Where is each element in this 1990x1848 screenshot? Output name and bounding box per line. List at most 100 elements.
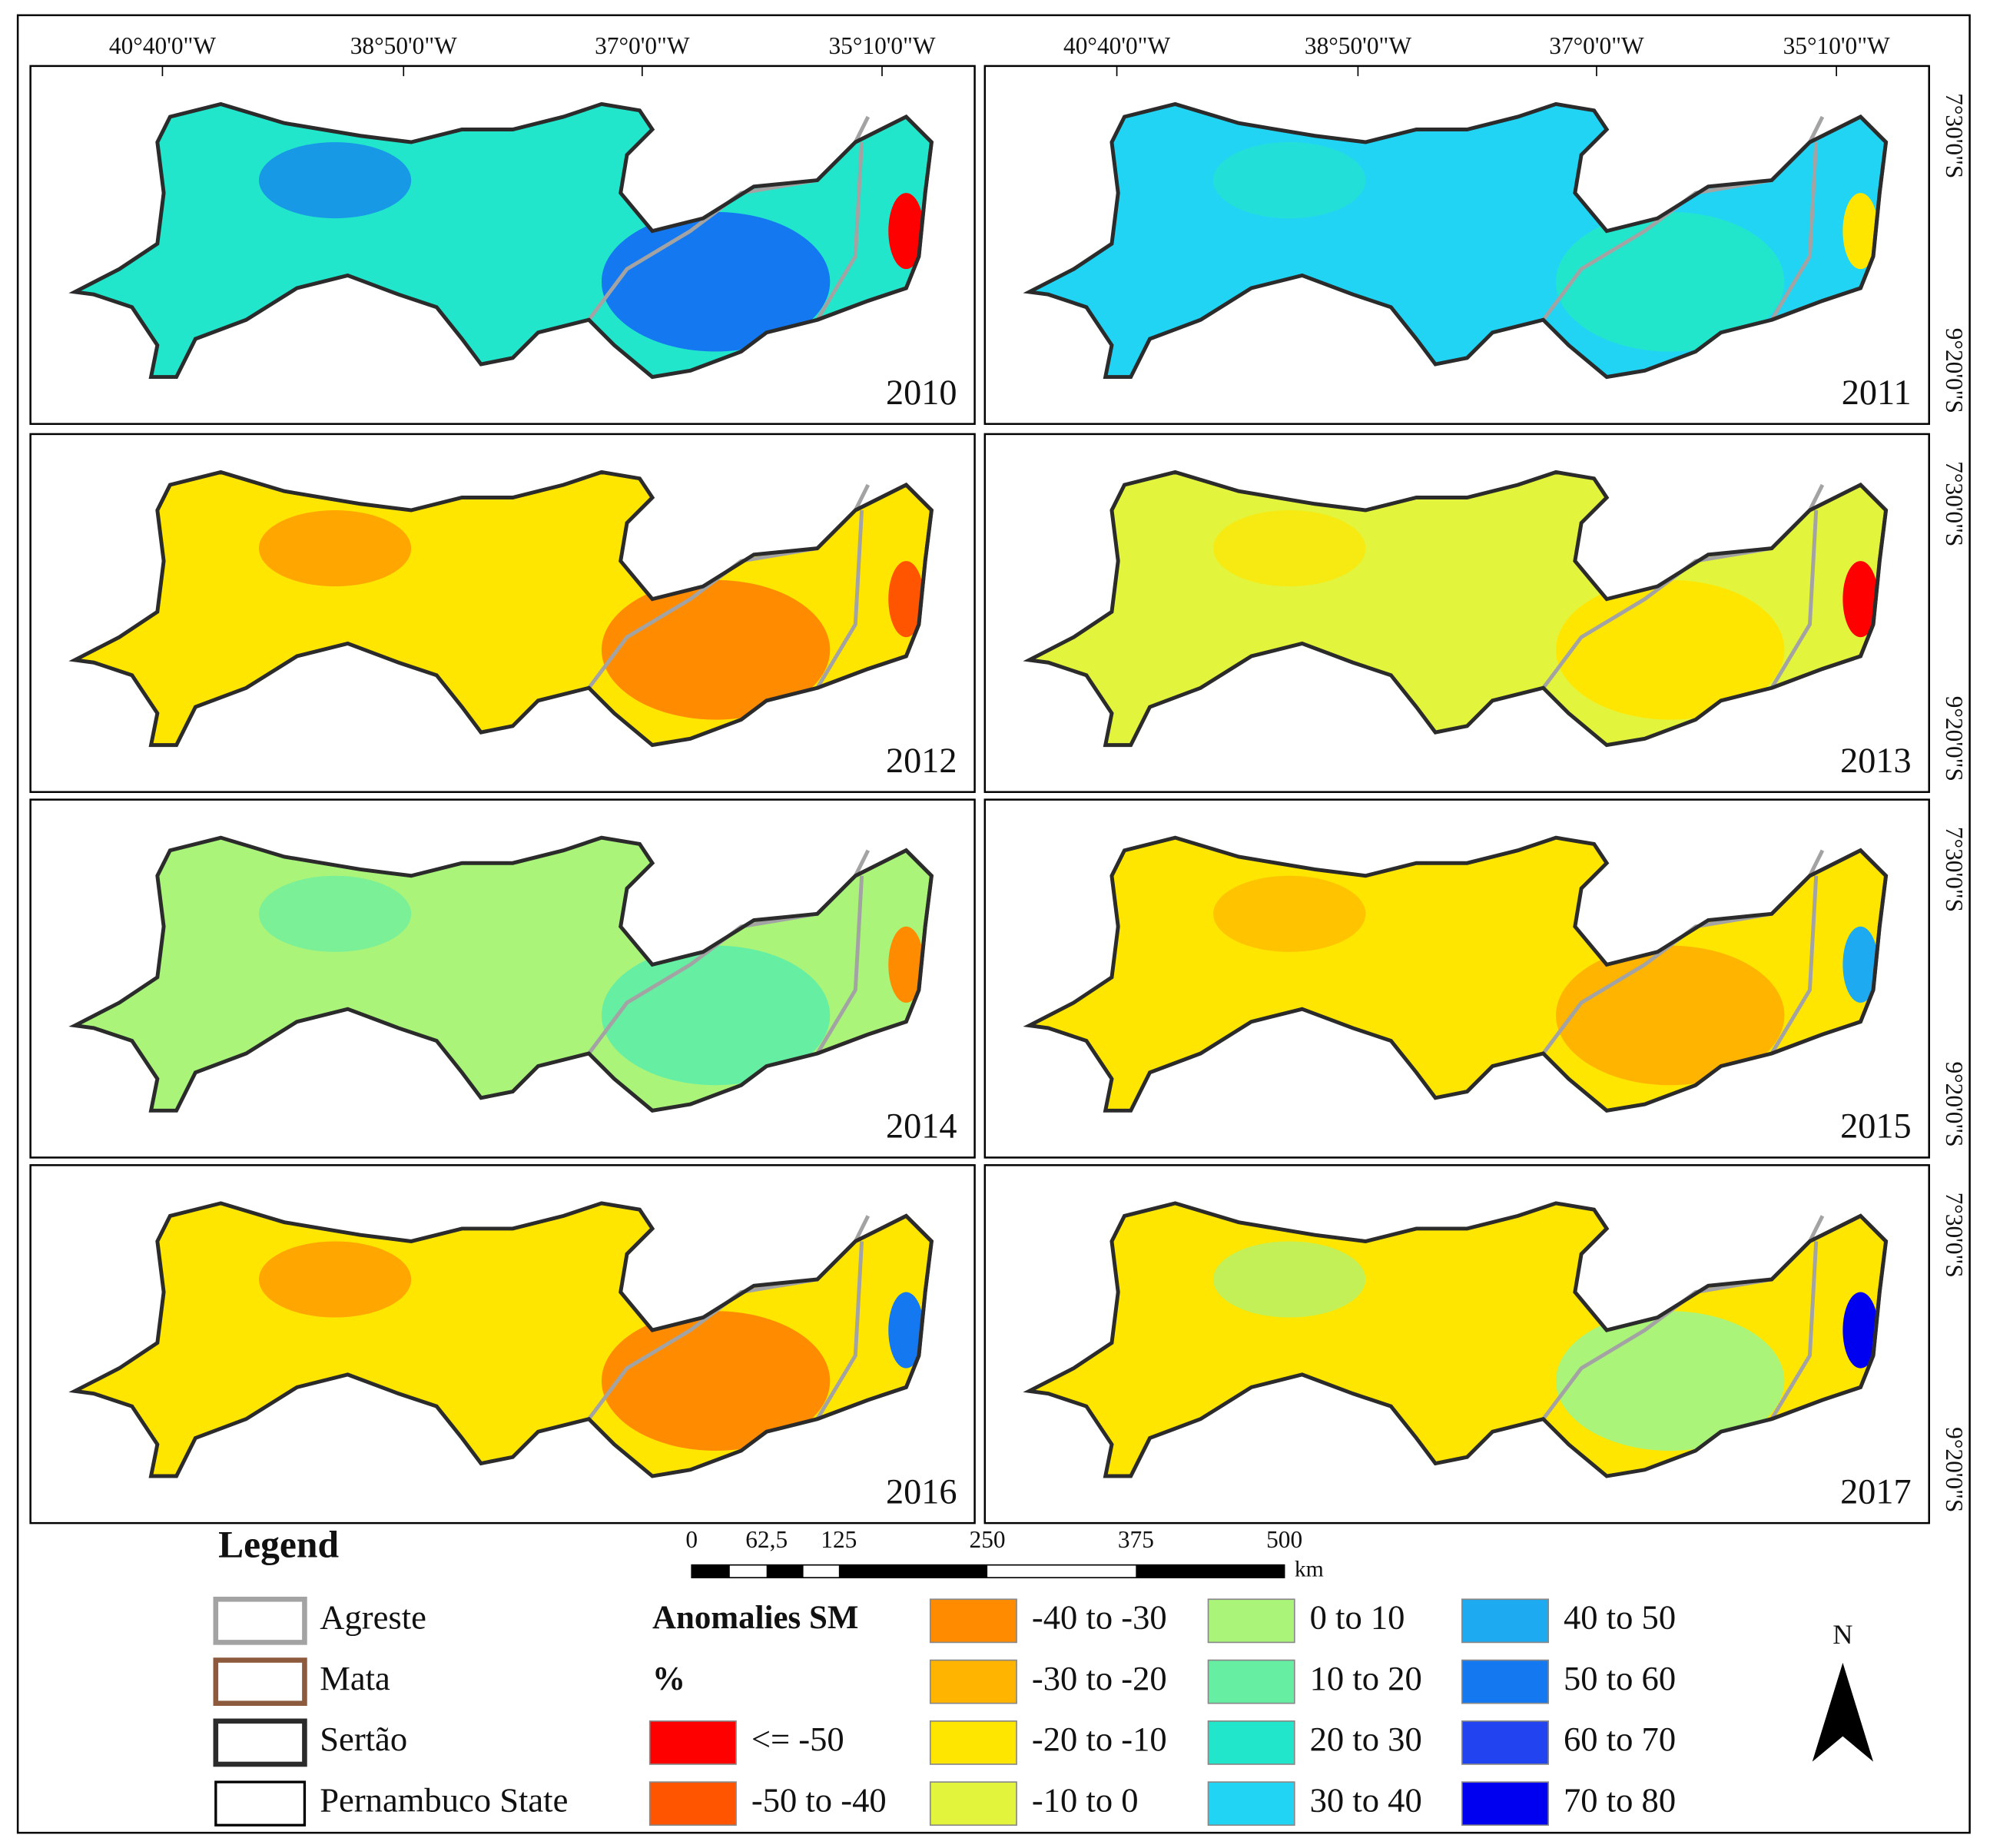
anomaly-area — [258, 142, 412, 219]
scale-label: 500 — [1266, 1526, 1302, 1553]
class-label: 70 to 80 — [1564, 1780, 1676, 1819]
region-swatch — [213, 1596, 307, 1645]
longitude-label: 38°50'0"W — [1305, 32, 1411, 59]
outer-frame — [16, 14, 1971, 1834]
class-swatch — [1461, 1781, 1550, 1826]
region-swatch — [213, 1657, 307, 1706]
anomaly-area — [1556, 945, 1785, 1086]
region-label: Mata — [320, 1659, 390, 1697]
anomaly-area — [888, 561, 924, 638]
panel-year: 2016 — [886, 1472, 957, 1511]
anomaly-area — [601, 211, 831, 352]
class-swatch — [648, 1720, 737, 1765]
anomaly-area — [888, 926, 924, 1003]
longitude-label: 35°10'0"W — [828, 32, 935, 59]
anomaly-area — [1842, 1292, 1879, 1369]
scale-label: 250 — [970, 1526, 1006, 1553]
class-label: 20 to 30 — [1310, 1720, 1422, 1758]
class-label: -30 to -20 — [1032, 1659, 1167, 1697]
anomaly-area — [1213, 875, 1366, 952]
class-label: -40 to -30 — [1032, 1598, 1167, 1637]
region-swatch — [213, 1718, 307, 1767]
scale-label: 62,5 — [745, 1526, 788, 1553]
scale-segment — [1136, 1564, 1285, 1578]
region-label: Pernambuco State — [320, 1780, 568, 1819]
region-label: Agreste — [320, 1598, 426, 1637]
scale-label: 125 — [821, 1526, 857, 1553]
north-label: N — [1832, 1619, 1852, 1650]
region-swatch — [214, 1780, 307, 1826]
anomaly-area — [1213, 142, 1366, 219]
anomaly-area — [1213, 1241, 1366, 1318]
scale-segment — [692, 1564, 730, 1578]
anomaly-area — [601, 945, 831, 1086]
anomaly-area — [888, 1292, 924, 1369]
panel-year: 2015 — [1840, 1107, 1912, 1146]
anomaly-area — [258, 1241, 412, 1318]
anomaly-area — [1556, 579, 1785, 720]
scale-label: 0 — [685, 1526, 698, 1553]
anomaly-area — [1213, 510, 1366, 587]
class-swatch — [1461, 1720, 1550, 1765]
anomaly-area — [1556, 1311, 1785, 1451]
class-label: 0 to 10 — [1310, 1598, 1405, 1637]
anomaly-area — [601, 1311, 831, 1451]
anomaly-area — [888, 193, 924, 270]
class-swatch — [1207, 1598, 1295, 1644]
classes-unit: % — [652, 1661, 685, 1697]
class-label: <= -50 — [751, 1720, 844, 1758]
latitude-label: 7°30'0"S — [1941, 93, 1968, 178]
anomaly-area — [258, 875, 412, 952]
panel-year: 2017 — [1840, 1472, 1912, 1511]
class-label: -10 to 0 — [1032, 1780, 1139, 1819]
class-label: 40 to 50 — [1564, 1598, 1676, 1637]
class-label: 60 to 70 — [1564, 1720, 1676, 1758]
longitude-label: 40°40'0"W — [109, 32, 216, 59]
class-swatch — [1207, 1781, 1295, 1826]
legend-title: Legend — [218, 1524, 339, 1566]
class-swatch — [929, 1781, 1017, 1826]
anomaly-area — [1842, 926, 1879, 1003]
class-swatch — [1461, 1659, 1550, 1704]
class-swatch — [648, 1781, 737, 1826]
latitude-label: 9°20'0"S — [1941, 1427, 1968, 1512]
panel-year: 2013 — [1840, 742, 1912, 781]
panel-year: 2011 — [1842, 373, 1912, 413]
class-swatch — [1207, 1659, 1295, 1704]
longitude-label: 37°0'0"W — [1549, 32, 1644, 59]
class-label: 50 to 60 — [1564, 1659, 1676, 1697]
class-swatch — [929, 1598, 1017, 1644]
latitude-label: 7°30'0"S — [1941, 1193, 1968, 1278]
class-label: 30 to 40 — [1310, 1780, 1422, 1819]
longitude-label: 37°0'0"W — [595, 32, 690, 59]
panel-year: 2012 — [886, 742, 957, 781]
latitude-label: 9°20'0"S — [1941, 1061, 1968, 1146]
longitude-label: 38°50'0"W — [350, 32, 457, 59]
scale-label: 375 — [1118, 1526, 1154, 1553]
latitude-label: 9°20'0"S — [1941, 696, 1968, 781]
north-arrow — [1812, 1662, 1874, 1762]
panel-year: 2014 — [886, 1107, 957, 1146]
latitude-label: 7°30'0"S — [1941, 827, 1968, 912]
longitude-label: 35°10'0"W — [1783, 32, 1890, 59]
scale-segment — [766, 1564, 804, 1578]
latitude-label: 7°30'0"S — [1941, 461, 1968, 546]
class-swatch — [929, 1659, 1017, 1704]
class-swatch — [929, 1720, 1017, 1765]
panel-year: 2010 — [886, 373, 957, 413]
anomaly-area — [258, 510, 412, 587]
class-swatch — [1207, 1720, 1295, 1765]
region-label: Sertão — [320, 1720, 407, 1758]
classes-title: Anomalies SM — [652, 1600, 858, 1636]
anomaly-area — [1842, 561, 1879, 638]
latitude-label: 9°20'0"S — [1941, 328, 1968, 413]
anomaly-area — [1556, 211, 1785, 352]
scale-segment — [838, 1564, 988, 1578]
class-label: -20 to -10 — [1032, 1720, 1167, 1758]
scale-unit: km — [1295, 1558, 1324, 1582]
class-label: -50 to -40 — [751, 1780, 887, 1819]
longitude-label: 40°40'0"W — [1063, 32, 1170, 59]
anomaly-area — [1842, 193, 1879, 270]
